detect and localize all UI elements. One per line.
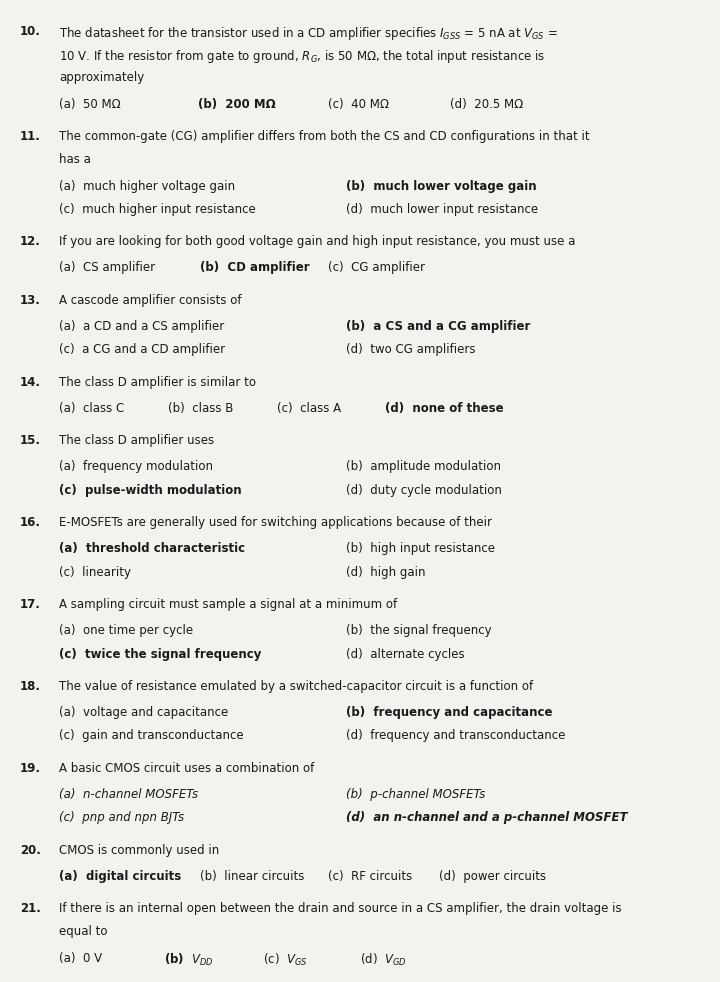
Text: (b)  frequency and capacitance: (b) frequency and capacitance — [346, 706, 552, 719]
Text: The class D amplifier is similar to: The class D amplifier is similar to — [59, 375, 256, 389]
Text: (a)  one time per cycle: (a) one time per cycle — [59, 625, 193, 637]
Text: (b)  linear circuits: (b) linear circuits — [200, 870, 305, 883]
Text: CMOS is commonly used in: CMOS is commonly used in — [59, 844, 220, 856]
Text: (a)  0 V: (a) 0 V — [59, 952, 102, 964]
Text: (c)  much higher input resistance: (c) much higher input resistance — [59, 203, 256, 216]
Text: The common-gate (CG) amplifier differs from both the CS and CD configurations in: The common-gate (CG) amplifier differs f… — [59, 130, 590, 142]
Text: (a)  voltage and capacitance: (a) voltage and capacitance — [59, 706, 228, 719]
Text: (d)  $V_{GD}$: (d) $V_{GD}$ — [360, 952, 407, 968]
Text: 13.: 13. — [20, 294, 41, 306]
Text: 17.: 17. — [20, 598, 41, 611]
Text: (b)  a CS and a CG amplifier: (b) a CS and a CG amplifier — [346, 320, 530, 333]
Text: E-MOSFETs are generally used for switching applications because of their: E-MOSFETs are generally used for switchi… — [59, 516, 492, 529]
Text: 10 V. If the resistor from gate to ground, $R_G$, is 50 MΩ, the total input resi: 10 V. If the resistor from gate to groun… — [59, 48, 545, 65]
Text: (c)  RF circuits: (c) RF circuits — [328, 870, 412, 883]
Text: (d)  none of these: (d) none of these — [385, 402, 504, 414]
Text: (b)  amplitude modulation: (b) amplitude modulation — [346, 461, 500, 473]
Text: (c)  twice the signal frequency: (c) twice the signal frequency — [59, 647, 261, 661]
Text: (b)  class B: (b) class B — [168, 402, 234, 414]
Text: (b)  p-channel MOSFETs: (b) p-channel MOSFETs — [346, 788, 485, 801]
Text: (b)  CD amplifier: (b) CD amplifier — [200, 261, 310, 274]
Text: (c)  pulse-width modulation: (c) pulse-width modulation — [59, 484, 242, 497]
Text: A basic CMOS circuit uses a combination of: A basic CMOS circuit uses a combination … — [59, 762, 315, 775]
Text: (d)  an n-channel and a p-channel MOSFET: (d) an n-channel and a p-channel MOSFET — [346, 811, 627, 824]
Text: (a)  n-channel MOSFETs: (a) n-channel MOSFETs — [59, 788, 198, 801]
Text: (a)  digital circuits: (a) digital circuits — [59, 870, 181, 883]
Text: (c)  a CG and a CD amplifier: (c) a CG and a CD amplifier — [59, 344, 225, 356]
Text: (c)  gain and transconductance: (c) gain and transconductance — [59, 730, 243, 742]
Text: (c)  class A: (c) class A — [277, 402, 341, 414]
Text: (d)  high gain: (d) high gain — [346, 566, 425, 578]
Text: (b)  high input resistance: (b) high input resistance — [346, 542, 495, 555]
Text: (a)  CS amplifier: (a) CS amplifier — [59, 261, 156, 274]
Text: The class D amplifier uses: The class D amplifier uses — [59, 434, 214, 447]
Text: 15.: 15. — [20, 434, 41, 447]
Text: 11.: 11. — [20, 130, 41, 142]
Text: A cascode amplifier consists of: A cascode amplifier consists of — [59, 294, 241, 306]
Text: (b)  much lower voltage gain: (b) much lower voltage gain — [346, 180, 536, 192]
Text: (b)  200 MΩ: (b) 200 MΩ — [198, 97, 276, 111]
Text: 10.: 10. — [20, 25, 41, 37]
Text: (c)  40 MΩ: (c) 40 MΩ — [328, 97, 389, 111]
Text: equal to: equal to — [59, 925, 107, 939]
Text: 12.: 12. — [20, 235, 41, 248]
Text: (b)  $V_{DD}$: (b) $V_{DD}$ — [164, 952, 214, 968]
Text: A sampling circuit must sample a signal at a minimum of: A sampling circuit must sample a signal … — [59, 598, 397, 611]
Text: (d)  frequency and transconductance: (d) frequency and transconductance — [346, 730, 565, 742]
Text: 14.: 14. — [20, 375, 41, 389]
Text: (c)  $V_{GS}$: (c) $V_{GS}$ — [263, 952, 307, 968]
Text: 16.: 16. — [20, 516, 41, 529]
Text: (d)  two CG amplifiers: (d) two CG amplifiers — [346, 344, 475, 356]
Text: (a)  frequency modulation: (a) frequency modulation — [59, 461, 213, 473]
Text: 18.: 18. — [20, 680, 41, 692]
Text: 20.: 20. — [20, 844, 41, 856]
Text: (c)  linearity: (c) linearity — [59, 566, 131, 578]
Text: (a)  threshold characteristic: (a) threshold characteristic — [59, 542, 246, 555]
Text: 21.: 21. — [20, 902, 41, 915]
Text: (d)  power circuits: (d) power circuits — [439, 870, 546, 883]
Text: (d)  alternate cycles: (d) alternate cycles — [346, 647, 464, 661]
Text: has a: has a — [59, 153, 91, 166]
Text: (a)  much higher voltage gain: (a) much higher voltage gain — [59, 180, 235, 192]
Text: If there is an internal open between the drain and source in a CS amplifier, the: If there is an internal open between the… — [59, 902, 621, 915]
Text: 19.: 19. — [20, 762, 41, 775]
Text: The value of resistance emulated by a switched-capacitor circuit is a function o: The value of resistance emulated by a sw… — [59, 680, 534, 692]
Text: (a)  a CD and a CS amplifier: (a) a CD and a CS amplifier — [59, 320, 225, 333]
Text: (a)  class C: (a) class C — [59, 402, 125, 414]
Text: (c)  pnp and npn BJTs: (c) pnp and npn BJTs — [59, 811, 184, 824]
Text: (d)  duty cycle modulation: (d) duty cycle modulation — [346, 484, 501, 497]
Text: (b)  the signal frequency: (b) the signal frequency — [346, 625, 491, 637]
Text: (d)  20.5 MΩ: (d) 20.5 MΩ — [450, 97, 523, 111]
Text: (a)  50 MΩ: (a) 50 MΩ — [59, 97, 121, 111]
Text: (d)  much lower input resistance: (d) much lower input resistance — [346, 203, 538, 216]
Text: The datasheet for the transistor used in a CD amplifier specifies $I_{GSS}$ = 5 : The datasheet for the transistor used in… — [59, 25, 558, 41]
Text: approximately: approximately — [59, 72, 144, 84]
Text: (c)  CG amplifier: (c) CG amplifier — [328, 261, 425, 274]
Text: If you are looking for both good voltage gain and high input resistance, you mus: If you are looking for both good voltage… — [59, 235, 575, 248]
